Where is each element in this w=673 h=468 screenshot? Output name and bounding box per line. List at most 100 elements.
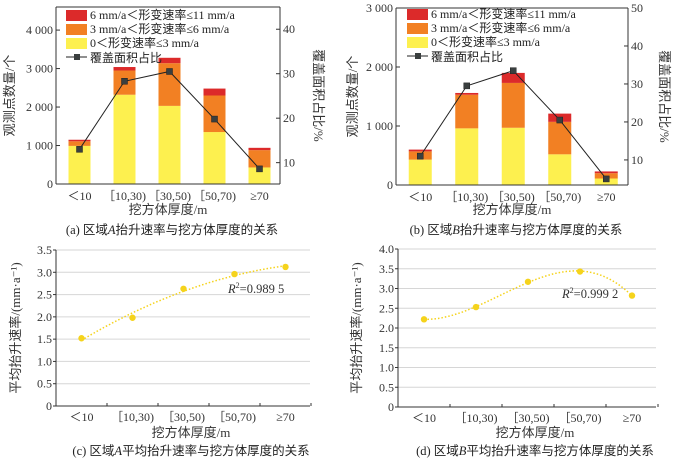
y-axis-label: 平均抬升速率/(mm·a⁻¹) bbox=[349, 262, 364, 393]
y2-tick-label: 30 bbox=[283, 67, 295, 81]
chart-caption-c: (c) 区域A平均抬升速率与挖方体厚度的关系 bbox=[72, 443, 309, 458]
y2-tick-label: 40 bbox=[631, 39, 643, 53]
bar-b-s2-c2 bbox=[501, 72, 525, 83]
line-point-a-1 bbox=[121, 78, 128, 85]
y2-tick-label: 40 bbox=[283, 22, 295, 36]
y-tick-label: 4 000 bbox=[26, 23, 53, 37]
chart-d: 0 0.5 1.0 1.5 2.0 2.5 3.0 3.5 4.0 ＜10 ［10,30) ［30,5… bbox=[349, 242, 659, 440]
data-point-d-0 bbox=[420, 316, 428, 323]
y-tick-label: 1.0 bbox=[379, 361, 394, 375]
r-squared-exponent: 2 bbox=[236, 281, 240, 290]
x-tick-label: ［30,50) bbox=[148, 189, 191, 203]
caption-region: B bbox=[452, 223, 460, 237]
bar-a-s1-c0 bbox=[68, 141, 91, 146]
legend-swatch bbox=[407, 37, 428, 48]
caption-prefix: (a) 区域 bbox=[66, 223, 108, 237]
data-point-c-1 bbox=[129, 314, 136, 321]
bar-b-s2-c0 bbox=[408, 149, 432, 152]
bar-a-s1-c4 bbox=[248, 150, 271, 168]
y-tick-label: 3.5 bbox=[379, 262, 394, 276]
bar-a-s1-c3 bbox=[203, 95, 226, 133]
legend-label: 3 mm/a＜形变速率≤6 mm/a bbox=[90, 21, 230, 36]
bar-a-s0-c1 bbox=[113, 94, 136, 184]
legend-label: 6 mm/a＜形变速率≤11 mm/a bbox=[90, 7, 235, 22]
legend-swatch bbox=[407, 9, 428, 20]
data-point-c-3 bbox=[231, 270, 238, 278]
data-point-d-4 bbox=[628, 292, 636, 299]
y-tick-label: 2.0 bbox=[379, 321, 394, 335]
y-tick-label: 3.0 bbox=[379, 282, 394, 296]
r-squared-symbol: R bbox=[227, 282, 236, 296]
r-squared-value: =0.989 5 bbox=[240, 282, 285, 296]
y-tick-label: 3 000 bbox=[366, 1, 393, 15]
x-tick-label: ［50,70) bbox=[213, 410, 256, 424]
y2-tick-label: 10 bbox=[631, 153, 643, 167]
data-point-c-4 bbox=[282, 263, 289, 271]
bar-b-s1-c1 bbox=[455, 94, 479, 129]
bar-a-s2-c2 bbox=[158, 57, 181, 64]
bar-b-s0-c0 bbox=[408, 159, 432, 185]
data-point-d-3 bbox=[576, 268, 584, 275]
chart-c: 0 0.5 1.0 1.5 2.0 2.5 3.0 3.5 ＜10 ［10,30) ［30,50) ［… bbox=[8, 243, 312, 440]
x-tick-label: ［10,30) bbox=[455, 411, 498, 425]
bar-a-s2-c4 bbox=[248, 147, 271, 151]
y-tick-label: 2.5 bbox=[379, 301, 394, 315]
y-tick-label: 0 bbox=[47, 177, 53, 191]
legend-swatch bbox=[66, 38, 87, 49]
bar-a-s0-c3 bbox=[203, 132, 226, 184]
bar-b-s0-c1 bbox=[455, 128, 479, 185]
data-point-c-2 bbox=[180, 285, 187, 292]
caption-prefix: (b) 区域 bbox=[410, 223, 453, 237]
x-axis-label: 挖方体厚度/m bbox=[152, 425, 231, 440]
x-tick-label: ≥70 bbox=[276, 410, 295, 424]
y-axis-label: 平均抬升速率/(mm·a⁻¹) bbox=[8, 262, 23, 393]
chart-caption-d: (d) 区域B平均抬升速率与挖方体厚度的关系 bbox=[416, 443, 654, 458]
chart-caption-b: (b) 区域B抬升速率与挖方体厚度的关系 bbox=[410, 222, 623, 237]
caption-region: B bbox=[459, 444, 467, 458]
y-tick-label: 1 000 bbox=[366, 119, 393, 133]
legend-label: 6 mm/a＜形变速率≤11 mm/a bbox=[431, 6, 576, 21]
data-point-c-0 bbox=[78, 335, 85, 342]
legend-b: 6 mm/a＜形变速率≤11 mm/a3 mm/a＜形变速率≤6 mm/a0＜形… bbox=[407, 6, 576, 64]
legend-swatch bbox=[66, 10, 87, 21]
r-squared-label: R2=0.989 5 bbox=[227, 281, 284, 296]
x-tick-label: ［30,50) bbox=[492, 190, 535, 204]
y2-tick-label: 20 bbox=[283, 111, 295, 125]
r-squared-label: R2=0.999 2 bbox=[561, 286, 618, 301]
y-tick-label: 0 bbox=[387, 178, 393, 192]
x-tick-label: ［10,30) bbox=[111, 410, 154, 424]
x-tick-label: ≥70 bbox=[250, 189, 269, 203]
y-tick-label: 3.0 bbox=[37, 265, 52, 279]
y2-tick-label: 30 bbox=[631, 77, 643, 91]
bar-a-s2-c1 bbox=[113, 67, 136, 71]
legend-label: 3 mm/a＜形变速率≤6 mm/a bbox=[431, 20, 571, 35]
r-squared-exponent: 2 bbox=[570, 286, 574, 295]
bar-b-s0-c2 bbox=[501, 127, 525, 185]
chart-b: 0 1 000 2 000 3 000 10 20 30 40 50 ＜10 ［10,30) ［30,… bbox=[345, 1, 672, 217]
y-tick-label: 4.0 bbox=[379, 242, 394, 256]
bar-a-s1-c2 bbox=[158, 63, 181, 106]
y2-tick-label: 20 bbox=[631, 115, 643, 129]
legend-line-marker bbox=[415, 53, 421, 59]
x-tick-label: ［10,30) bbox=[103, 189, 146, 203]
x-tick-label: ＜10 bbox=[69, 410, 93, 424]
line-point-a-3 bbox=[211, 115, 218, 123]
caption-suffix: 抬升速率与挖方体厚度的关系 bbox=[460, 222, 623, 237]
line-point-b-1 bbox=[463, 82, 470, 90]
y-tick-label: 2.5 bbox=[37, 288, 52, 302]
data-point-d-1 bbox=[472, 303, 480, 311]
caption-prefix: (d) 区域 bbox=[416, 444, 459, 458]
bar-b-s1-c3 bbox=[548, 121, 572, 155]
y-tick-label: 1.5 bbox=[37, 332, 52, 346]
legend-label: 覆盖面积占比 bbox=[431, 49, 503, 64]
y-tick-label: 2.0 bbox=[37, 310, 52, 324]
y-tick-label: 0 bbox=[388, 400, 394, 414]
x-axis-label: 挖方体厚度/m bbox=[473, 202, 552, 217]
y-tick-label: 2 000 bbox=[26, 100, 53, 114]
y-axis-label: 观测点数量/个 bbox=[2, 55, 17, 137]
r-squared-symbol: R bbox=[561, 287, 570, 301]
line-point-b-4 bbox=[603, 175, 610, 183]
legend-a: 6 mm/a＜形变速率≤11 mm/a3 mm/a＜形变速率≤6 mm/a0＜形… bbox=[66, 7, 235, 65]
